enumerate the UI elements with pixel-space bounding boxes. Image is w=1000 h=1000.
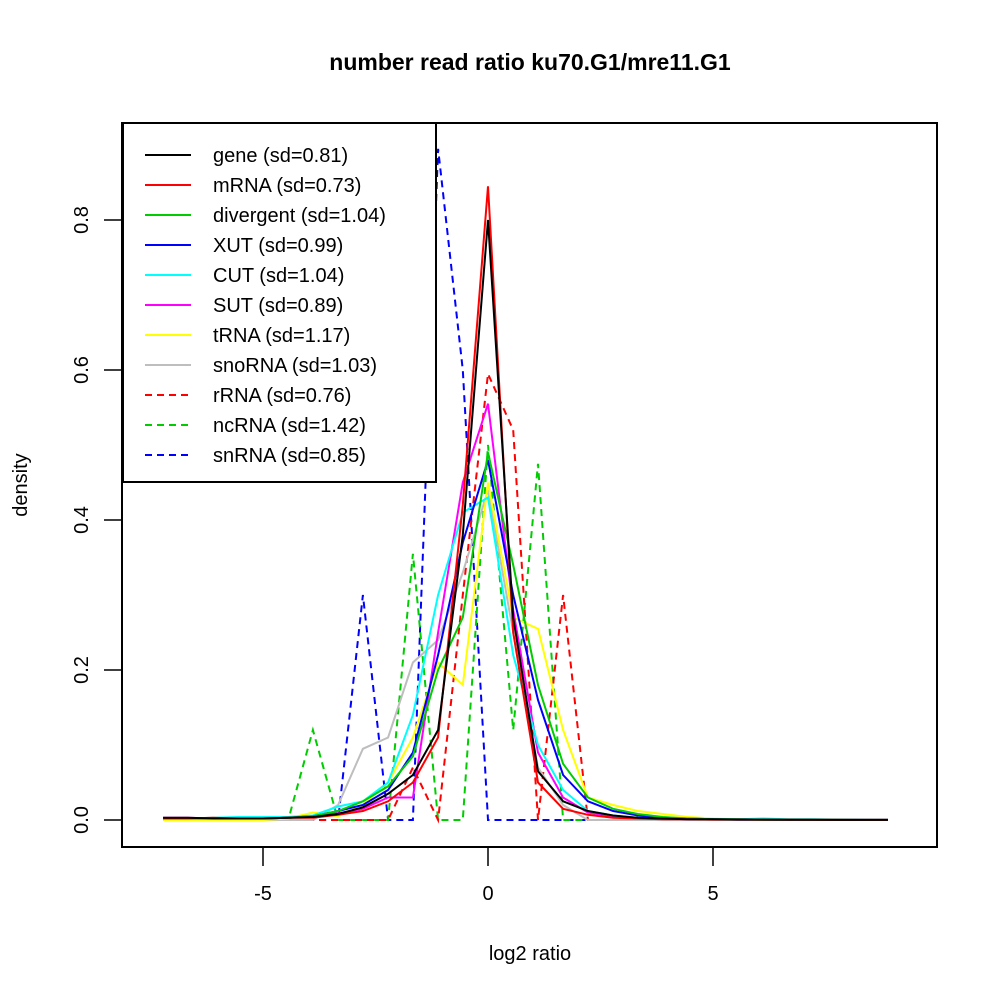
x-tick-label: 5	[707, 883, 718, 905]
legend-label: rRNA (sd=0.76)	[213, 385, 351, 407]
plot-lines	[163, 148, 889, 824]
y-axis-label: density	[10, 453, 32, 516]
chart-title: number read ratio ku70.G1/mre11.G1	[329, 49, 731, 75]
legend-label: tRNA (sd=1.17)	[213, 325, 350, 347]
legend-label: gene (sd=0.81)	[213, 145, 348, 167]
legend-box	[122, 122, 437, 483]
plot-frame	[121, 122, 938, 848]
y-tick-label: 0.2	[71, 656, 93, 684]
legend: gene (sd=0.81) mRNA (sd=0.73) divergent (s…	[122, 122, 437, 483]
y-axis: 0.0 0.2 0.4 0.6 0.8	[71, 206, 122, 834]
y-tick-label: 0.6	[71, 356, 93, 384]
legend-label: mRNA (sd=0.73)	[213, 175, 361, 197]
legend-label: XUT (sd=0.99)	[213, 235, 343, 257]
legend-label: CUT (sd=1.04)	[213, 265, 344, 287]
legend-label: divergent (sd=1.04)	[213, 205, 386, 227]
series-line-gene	[163, 219, 888, 821]
x-axis: -5 0 5	[254, 847, 719, 905]
y-tick-label: 0.4	[71, 506, 93, 534]
y-tick-label: 0.8	[71, 206, 93, 234]
y-tick-label: 0.0	[71, 806, 93, 834]
legend-label: ncRNA (sd=1.42)	[213, 415, 366, 437]
x-tick-label: 0	[482, 883, 493, 905]
legend-label: SUT (sd=0.89)	[213, 295, 343, 317]
x-axis-label: log2 ratio	[489, 943, 571, 965]
x-tick-label: -5	[254, 883, 272, 905]
legend-label: snRNA (sd=0.85)	[213, 445, 366, 467]
legend-label: snoRNA (sd=1.03)	[213, 355, 377, 377]
